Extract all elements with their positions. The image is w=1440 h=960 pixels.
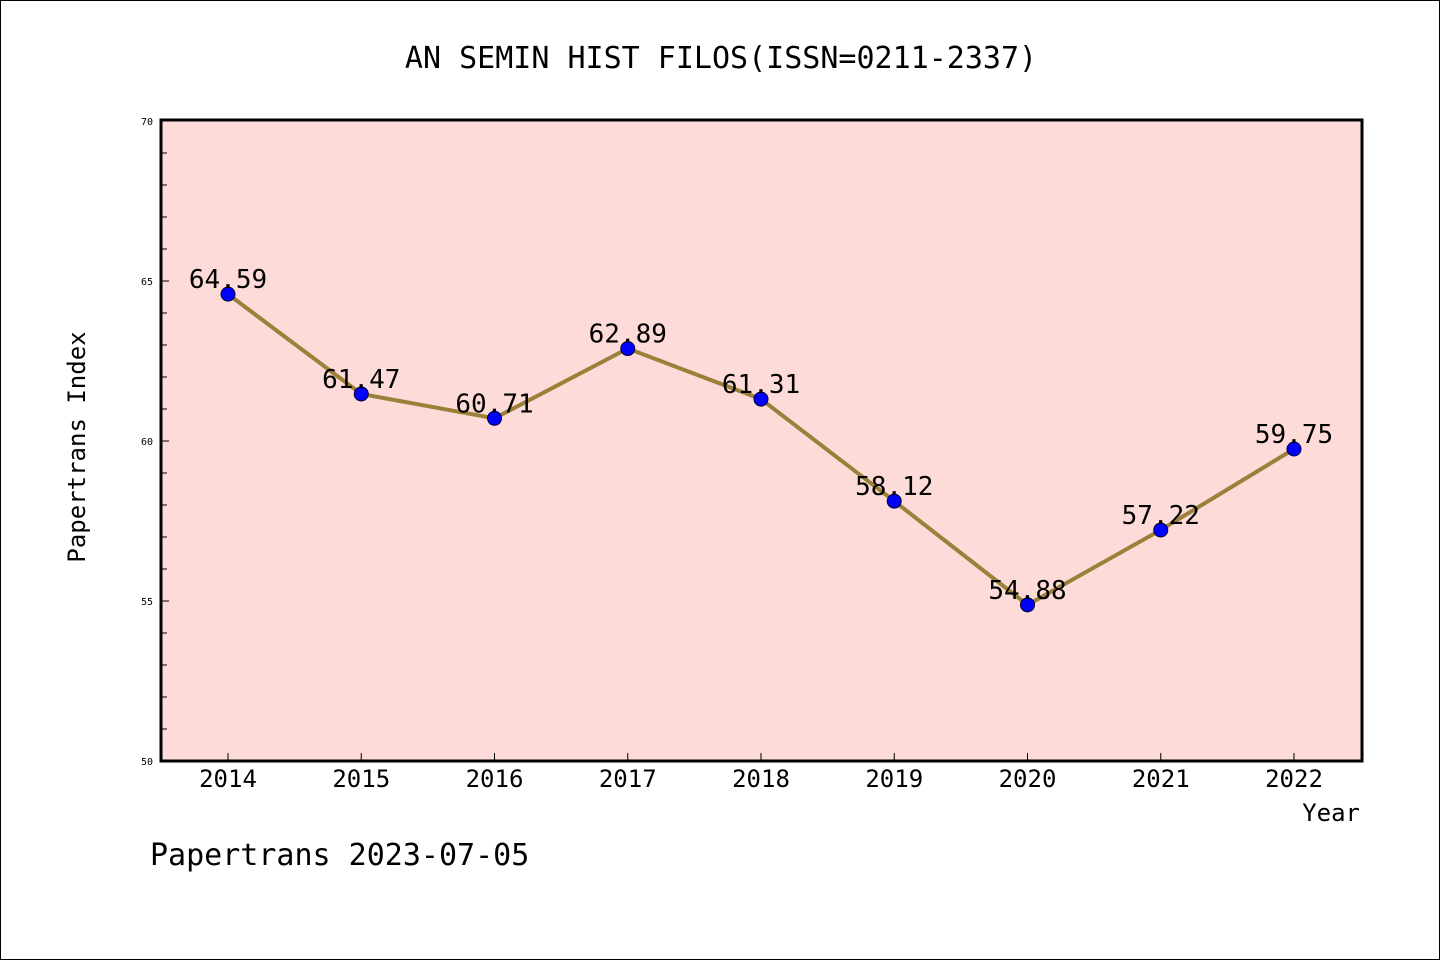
y-tick-label: 50 xyxy=(141,757,153,768)
data-point xyxy=(353,386,369,402)
chart-title: AN SEMIN HIST FILOS(ISSN=0211-2337) xyxy=(405,41,1037,76)
data-point xyxy=(1286,441,1302,457)
x-axis-title: Year xyxy=(1302,799,1360,827)
x-tick-label: 2022 xyxy=(1265,765,1323,793)
y-tick-label: 60 xyxy=(141,437,153,448)
data-label: 64.59 xyxy=(189,265,267,295)
data-label: 60.71 xyxy=(455,389,533,419)
series-line-group: 64.59 61.47 60.71 62.89 61.31 58.12 54.88 57.22… xyxy=(189,265,1333,613)
x-tick-label: 2014 xyxy=(199,765,257,793)
data-point xyxy=(1153,522,1169,538)
x-tick-label: 2017 xyxy=(599,765,657,793)
y-axis-title: Papertrans Index xyxy=(63,331,91,562)
data-point xyxy=(1020,597,1035,613)
data-point xyxy=(753,391,769,407)
data-label: 61.31 xyxy=(722,370,800,400)
data-label: 59.75 xyxy=(1255,420,1333,450)
x-axis: 2014 2015 2016 2017 2018 2019 2020 2021 2022 xyxy=(199,753,1323,793)
x-tick-label: 2016 xyxy=(466,765,524,793)
footer-credit: Papertrans 2023-07-05 xyxy=(150,838,529,873)
y-tick-label: 55 xyxy=(141,597,153,608)
data-label: 62.89 xyxy=(589,320,667,350)
plot-area xyxy=(159,118,1364,763)
x-tick-label: 2021 xyxy=(1132,765,1190,793)
data-label: 57.22 xyxy=(1122,501,1200,531)
data-label: 54.88 xyxy=(988,576,1066,606)
data-label: 61.47 xyxy=(322,365,400,395)
data-point xyxy=(220,286,236,302)
data-point xyxy=(886,493,902,509)
data-label: 58.12 xyxy=(855,472,933,502)
y-tick-label: 65 xyxy=(141,277,153,288)
y-axis: 50 55 60 65 70 xyxy=(141,117,169,768)
data-point xyxy=(620,341,636,357)
y-tick-label: 70 xyxy=(141,117,153,128)
x-tick-label: 2015 xyxy=(332,765,390,793)
x-tick-label: 2018 xyxy=(732,765,790,793)
x-tick-label: 2019 xyxy=(865,765,923,793)
data-point xyxy=(487,410,502,426)
x-tick-label: 2020 xyxy=(999,765,1057,793)
